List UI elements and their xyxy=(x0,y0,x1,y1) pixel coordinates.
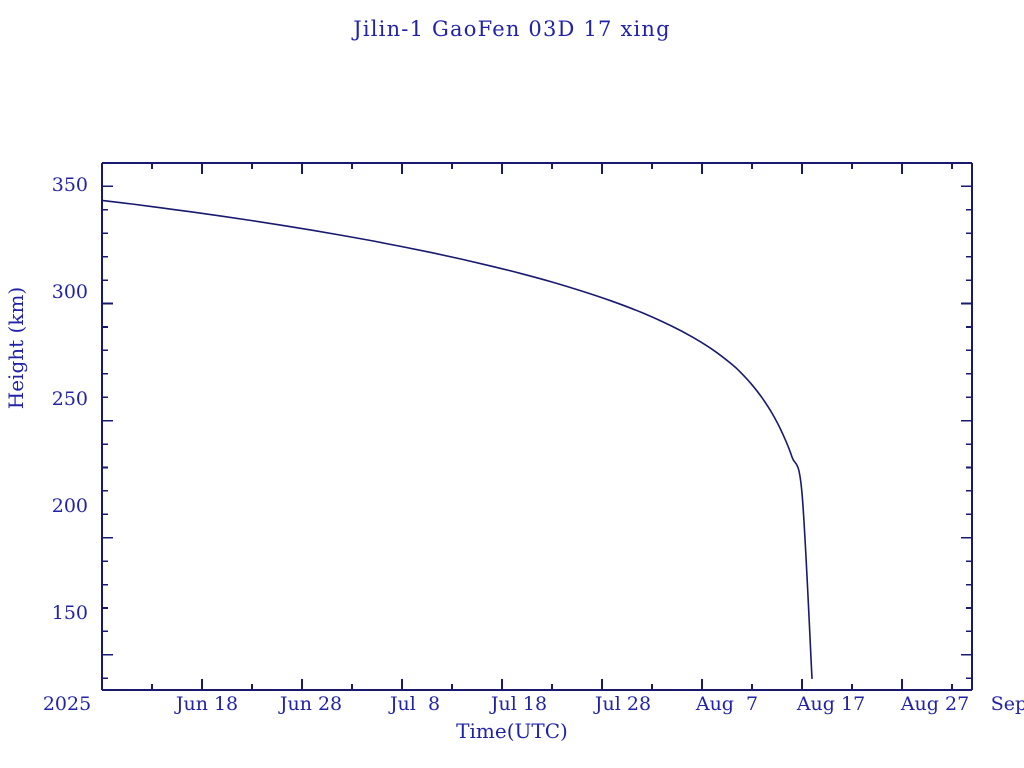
y-tick-label-300: 300 xyxy=(51,281,88,303)
y-tick-label-250: 250 xyxy=(51,388,88,410)
x-tick-label-jul-8: Jul 8 xyxy=(389,693,441,715)
y-tick-label-150: 150 xyxy=(51,602,88,624)
axis-frame xyxy=(101,162,973,691)
x-tick-label-aug-27: Aug 27 xyxy=(900,693,970,715)
x-tick-label-jun-18: Jun 18 xyxy=(175,693,239,715)
x-tick-label-2025: 2025 xyxy=(42,693,92,715)
x-tick-label-jun-28: Jun 28 xyxy=(279,693,343,715)
x-axis-title: Time(UTC) xyxy=(456,719,568,743)
height-decay-curve xyxy=(101,199,813,680)
x-tick-label-aug-7: Aug 7 xyxy=(695,693,759,715)
x-tick-label-jul-28: Jul 28 xyxy=(594,693,652,715)
chart-title: Jilin-1 GaoFen 03D 17 xing xyxy=(353,17,671,41)
axis-tick-marks xyxy=(101,162,972,690)
y-tick-label-200: 200 xyxy=(51,495,88,517)
x-tick-label-sep-6: Sep 6 xyxy=(990,693,1024,715)
x-tick-label-aug-17: Aug 17 xyxy=(796,693,866,715)
x-tick-label-jul-18: Jul 18 xyxy=(490,693,548,715)
y-tick-label-350: 350 xyxy=(51,174,88,196)
